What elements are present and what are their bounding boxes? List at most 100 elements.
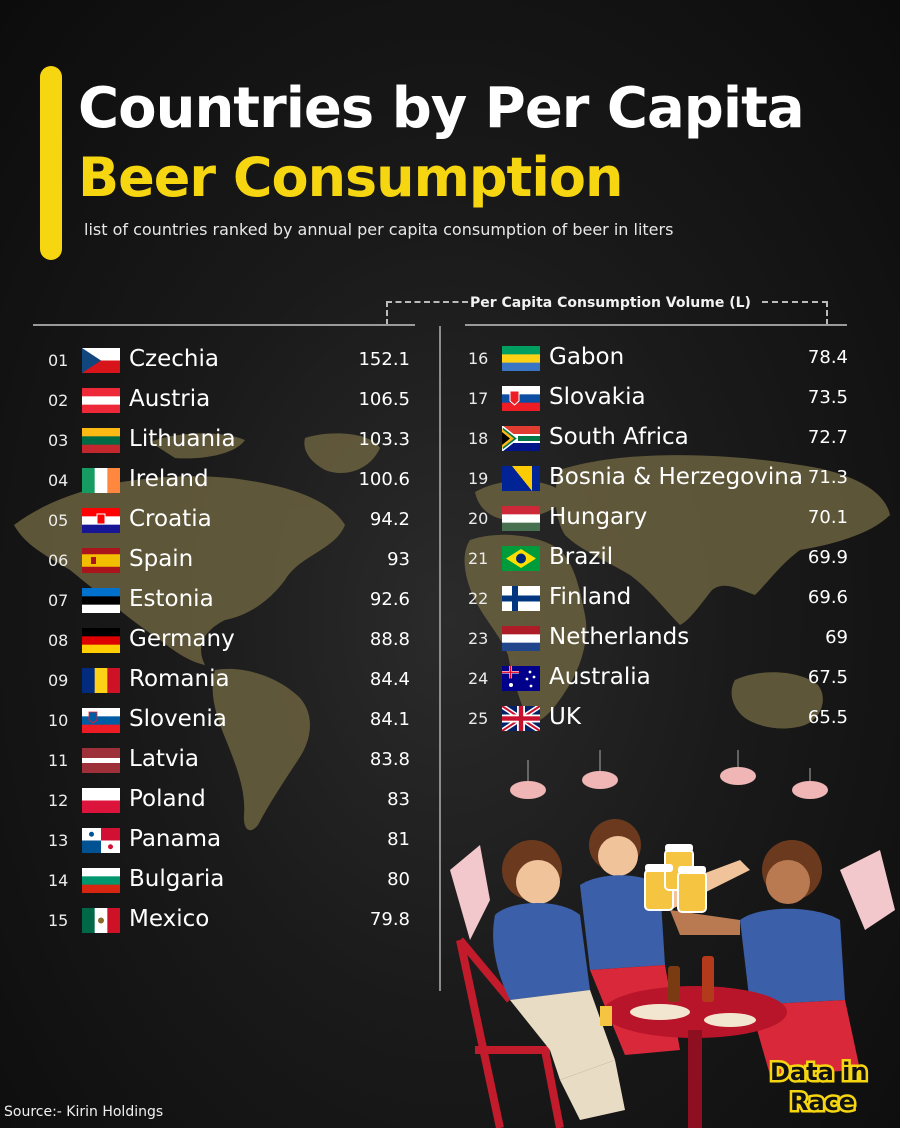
consumption-value: 67.5 — [807, 667, 848, 688]
flag-icon-nl — [502, 626, 540, 651]
table-row: 09 Romania 84.4 — [48, 666, 410, 696]
person-right — [670, 840, 860, 1075]
country-name: Poland — [129, 786, 206, 812]
flag-icon-at — [82, 388, 120, 413]
table — [600, 956, 787, 1128]
country-name: Latvia — [129, 746, 200, 772]
consumption-value: 106.5 — [358, 389, 410, 410]
rank-number: 03 — [48, 431, 69, 450]
table-row: 03 Lithuania 103.3 — [48, 426, 410, 456]
chair-left — [456, 937, 564, 1128]
table-row: 06 Spain 93 — [48, 546, 410, 576]
table-row: 17 Slovakia 73.5 — [468, 384, 848, 414]
country-name: Ireland — [129, 466, 209, 492]
table-row: 07 Estonia 92.6 — [48, 586, 410, 616]
subtitle: list of countries ranked by annual per c… — [84, 220, 674, 239]
consumption-value: 92.6 — [369, 589, 410, 610]
flag-icon-lt — [82, 428, 120, 453]
right-header-divider — [465, 324, 847, 326]
flag-icon-mx — [82, 908, 120, 933]
rank-number: 13 — [48, 831, 69, 850]
table-row: 05 Croatia 94.2 — [48, 506, 410, 536]
consumption-value: 100.6 — [358, 469, 410, 490]
rank-number: 19 — [468, 469, 489, 488]
country-name: Gabon — [549, 344, 625, 370]
rank-number: 17 — [468, 389, 489, 408]
country-name: Mexico — [129, 906, 210, 932]
rank-number: 10 — [48, 711, 69, 730]
rank-number: 24 — [468, 669, 489, 688]
volume-bracket-left — [386, 301, 468, 325]
flag-icon-lv — [82, 748, 120, 773]
consumption-value: 83.8 — [369, 749, 410, 770]
rank-number: 23 — [468, 629, 489, 648]
consumption-value: 83 — [387, 789, 410, 810]
country-name: Slovakia — [549, 384, 646, 410]
country-name: Finland — [549, 584, 632, 610]
country-name: Spain — [129, 546, 194, 572]
table-row: 04 Ireland 100.6 — [48, 466, 410, 496]
rank-number: 18 — [468, 429, 489, 448]
country-name: Bulgaria — [129, 866, 225, 892]
table-row: 01 Czechia 152.1 — [48, 346, 410, 376]
volume-bracket-right — [762, 301, 828, 325]
person-left — [493, 840, 625, 1120]
country-name: Brazil — [549, 544, 614, 570]
flag-icon-pl — [82, 788, 120, 813]
rank-number: 12 — [48, 791, 69, 810]
country-name: Czechia — [129, 346, 219, 372]
consumption-value: 88.8 — [369, 629, 410, 650]
flag-icon-ee — [82, 588, 120, 613]
rank-number: 16 — [468, 349, 489, 368]
flag-icon-hr — [82, 508, 120, 533]
title-line-2: Beer Consumption — [78, 146, 623, 209]
rank-number: 25 — [468, 709, 489, 728]
country-name: Lithuania — [129, 426, 236, 452]
friends-toasting-illustration — [450, 750, 895, 1128]
flag-icon-pa — [82, 828, 120, 853]
country-name: Germany — [129, 626, 235, 652]
volume-column-label: Per Capita Consumption Volume (L) — [470, 295, 751, 311]
rank-number: 06 — [48, 551, 69, 570]
country-name: UK — [549, 704, 581, 730]
table-row: 23 Netherlands 69 — [468, 624, 848, 654]
country-name: Panama — [129, 826, 222, 852]
country-name: Slovenia — [129, 706, 227, 732]
country-name: Austria — [129, 386, 211, 412]
table-row: 10 Slovenia 84.1 — [48, 706, 410, 736]
beer-mugs — [644, 844, 707, 913]
consumption-value: 71.3 — [807, 467, 848, 488]
country-name: Croatia — [129, 506, 212, 532]
table-row: 15 Mexico 79.8 — [48, 906, 410, 936]
table-row: 02 Austria 106.5 — [48, 386, 410, 416]
consumption-value: 79.8 — [369, 909, 410, 930]
country-name: Romania — [129, 666, 230, 692]
svg-text:Race: Race — [790, 1088, 855, 1116]
table-row: 08 Germany 88.8 — [48, 626, 410, 656]
country-name: Bosnia & Herzegovina — [549, 464, 803, 490]
table-row: 11 Latvia 83.8 — [48, 746, 410, 776]
flag-icon-ba — [502, 466, 540, 491]
rank-number: 08 — [48, 631, 69, 650]
consumption-value: 78.4 — [807, 347, 848, 368]
table-row: 25 UK 65.5 — [468, 704, 848, 734]
flag-icon-bg — [82, 868, 120, 893]
rank-number: 14 — [48, 871, 69, 890]
data-in-race-logo: Data in Race — [768, 1056, 870, 1117]
consumption-value: 152.1 — [358, 349, 410, 370]
column-divider — [439, 326, 441, 991]
rank-number: 21 — [468, 549, 489, 568]
table-row: 21 Brazil 69.9 — [468, 544, 848, 574]
table-row: 13 Panama 81 — [48, 826, 410, 856]
hanging-lamps — [510, 750, 828, 799]
flag-icon-fi — [502, 586, 540, 611]
rank-number: 01 — [48, 351, 69, 370]
flag-icon-hu — [502, 506, 540, 531]
flag-icon-ro — [82, 668, 120, 693]
consumption-value: 84.1 — [369, 709, 410, 730]
rank-number: 04 — [48, 471, 69, 490]
rank-number: 15 — [48, 911, 69, 930]
flag-icon-gb — [502, 706, 540, 731]
flag-icon-si — [82, 708, 120, 733]
